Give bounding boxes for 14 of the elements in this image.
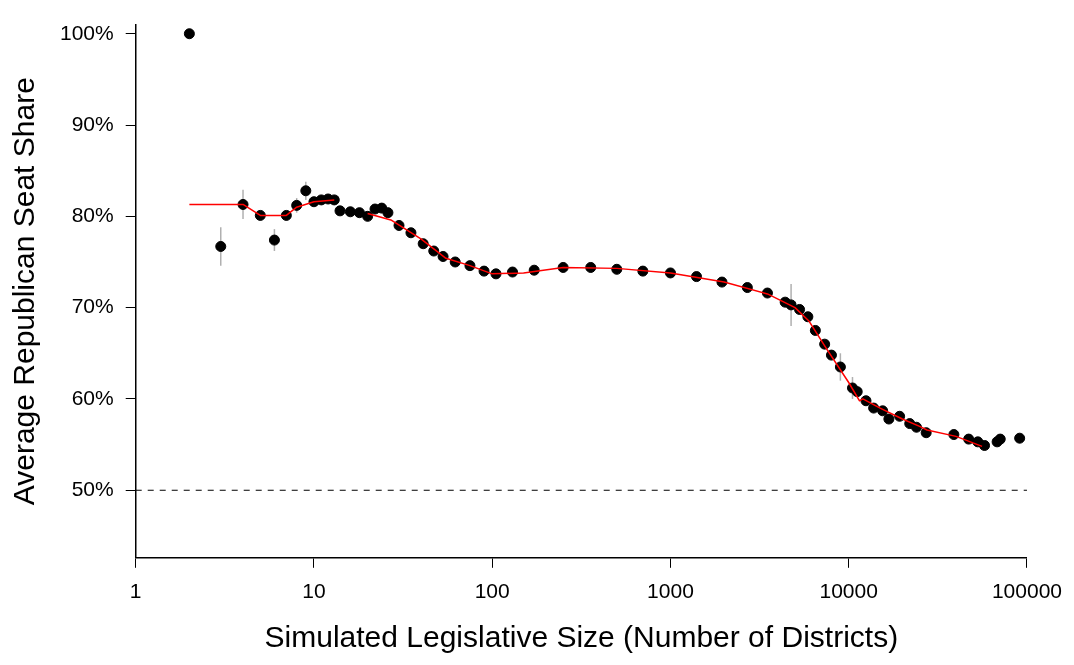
x-tick-label: 100000: [991, 579, 1062, 603]
x-tick-label: 100: [474, 579, 510, 603]
y-tick-label: 90%: [71, 111, 114, 135]
x-axis-title: Simulated Legislative Size (Number of Districts): [264, 620, 899, 654]
y-tick-label: 50%: [71, 477, 114, 501]
y-tick-label: 60%: [71, 385, 114, 409]
x-tick-label: 10000: [819, 579, 878, 603]
y-tick-label: 80%: [71, 203, 114, 227]
y-tick-label: 70%: [71, 294, 114, 318]
x-tick-label: 10: [302, 579, 326, 603]
y-tick-label: 100%: [59, 20, 114, 44]
x-tick-label: 1: [129, 579, 142, 603]
x-tick-label: 1000: [647, 579, 694, 603]
y-axis-title: Average Republican Seat Share: [7, 77, 41, 506]
